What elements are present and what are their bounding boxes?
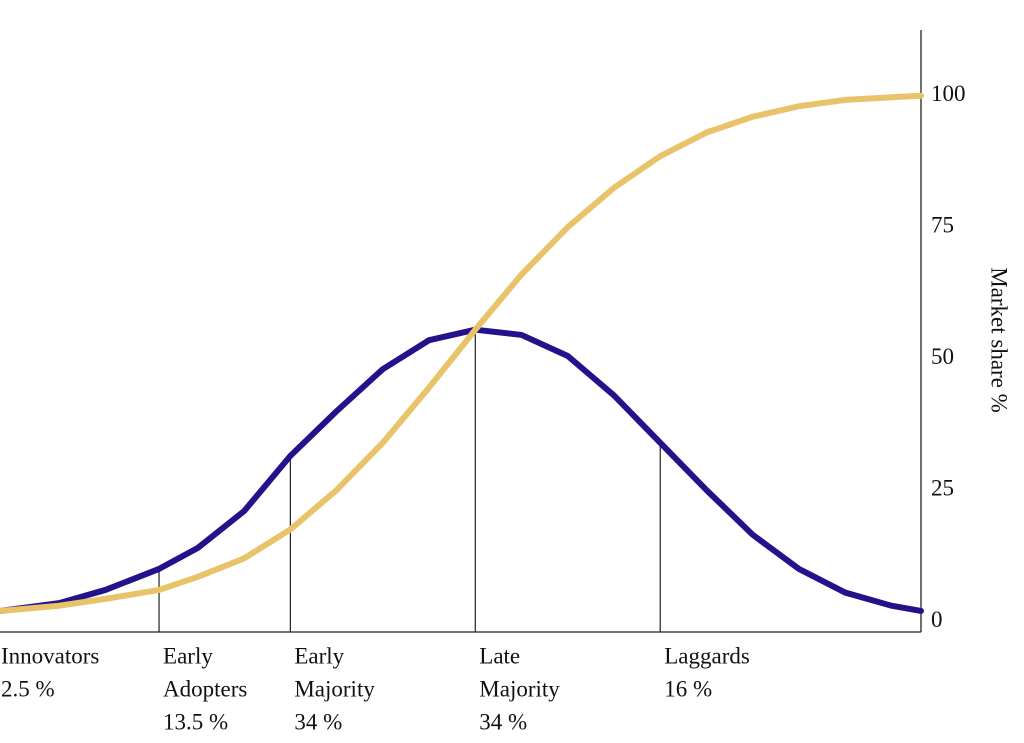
segment-share: 2.5 %	[1, 676, 55, 701]
segment-share: 34 %	[479, 709, 527, 734]
segment-share: 34 %	[294, 709, 342, 734]
y-tick-label: 75	[931, 212, 954, 237]
curve	[0, 326, 924, 614]
segment-name: Majority	[294, 676, 375, 701]
segment-name: Innovators	[1, 643, 99, 668]
segment-name: Early	[294, 643, 344, 668]
y-tick-label: 25	[931, 475, 954, 500]
y-tick-label: 0	[931, 607, 943, 632]
curve	[0, 92, 924, 614]
segment-name: Late	[479, 643, 520, 668]
segment-name: Laggards	[664, 643, 750, 668]
segment-name: Adopters	[163, 676, 247, 701]
y-tick-label: 50	[931, 344, 954, 369]
y-tick-label: 100	[931, 81, 966, 106]
segment-share: 16 %	[664, 676, 712, 701]
segment-name: Majority	[479, 676, 560, 701]
y-axis-title: Market share %	[987, 267, 1012, 413]
segment-name: Early	[163, 643, 213, 668]
segment-share: 13.5 %	[163, 709, 228, 734]
